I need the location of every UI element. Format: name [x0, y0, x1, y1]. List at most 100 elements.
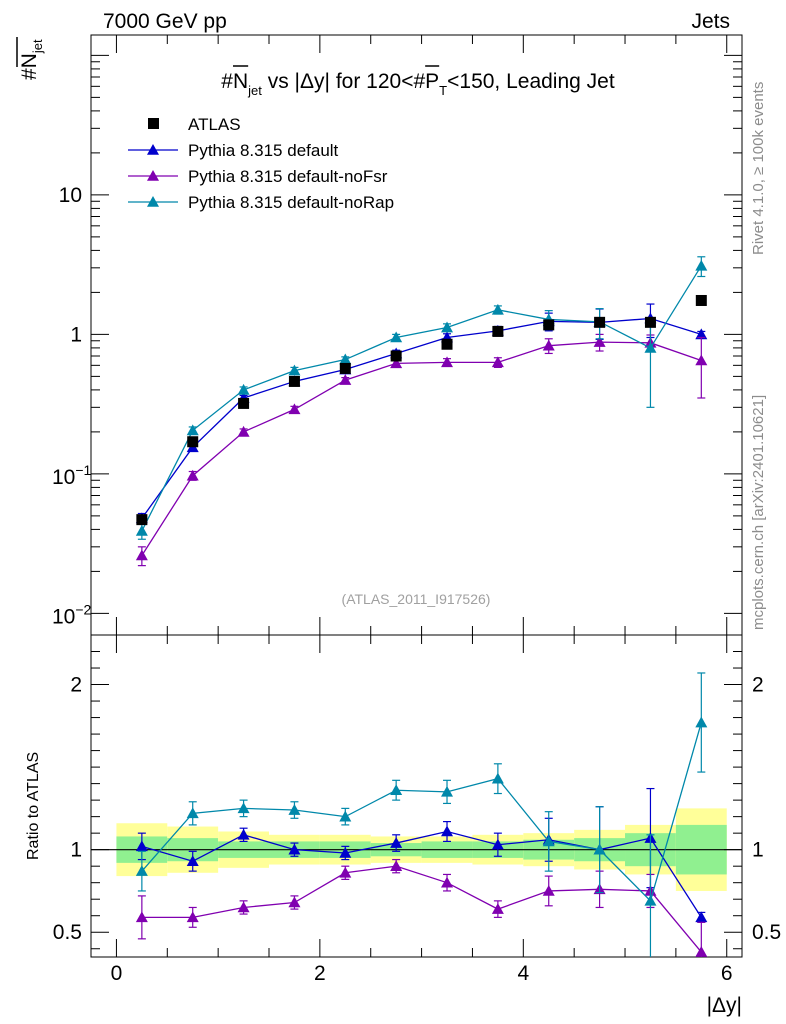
data-point: [390, 331, 403, 343]
reference-series: [136, 294, 707, 526]
data-point: [288, 403, 301, 415]
ratio-point: [186, 911, 199, 923]
data-point: [237, 425, 250, 437]
legend-marker: [147, 144, 159, 155]
ratio-point: [288, 804, 301, 815]
x-tick-label: 6: [721, 962, 733, 985]
ratio-series-2: [135, 858, 708, 957]
ratio-y-tick-label-right: 0.5: [752, 921, 781, 944]
ratio-point: [390, 784, 403, 796]
data-point: [542, 339, 555, 351]
data-point: [695, 259, 708, 271]
legend: ATLAS Pythia 8.315 default Pythia 8.315 de…: [128, 115, 394, 212]
reference-point: [441, 338, 453, 350]
ratio-point: [644, 894, 657, 906]
ratio-point: [339, 846, 352, 858]
series-3: [135, 256, 708, 540]
ratio-point: [135, 840, 148, 852]
data-point: [593, 336, 606, 347]
ratio-panel: 0.5 0.5 1 1 2 2: [53, 634, 781, 958]
ratio-point: [339, 810, 352, 822]
ratio-point: [288, 896, 301, 908]
category-label: Jets: [691, 10, 730, 33]
x-tick-label: 2: [314, 962, 326, 985]
ratio-point: [695, 911, 708, 923]
svg-text:#Njet: #Njet: [18, 39, 45, 80]
data-point: [339, 353, 352, 365]
series-line: [141, 317, 702, 519]
ratio-point: [542, 884, 555, 896]
ratio-axis-label: Ratio to ATLAS: [25, 752, 42, 860]
ratio-point: [491, 772, 504, 784]
series-2: [135, 333, 708, 567]
y-tick-label: 10: [59, 184, 82, 207]
reference-point: [288, 375, 300, 387]
ratio-point: [288, 843, 301, 855]
data-point: [390, 357, 403, 369]
ratio-point: [135, 911, 148, 923]
y-tick-label: 10−1: [52, 462, 92, 489]
legend-marker: [147, 170, 159, 181]
reference-point: [543, 319, 555, 331]
ratio-point: [695, 946, 708, 957]
reference-point: [644, 316, 656, 328]
ratio-point: [186, 807, 199, 819]
y-axis-label: #Njet: [16, 37, 45, 80]
reference-point: [136, 514, 148, 526]
legend-marker: [148, 118, 159, 129]
ratio-point: [237, 901, 250, 913]
energy-label: 7000 GeV pp: [103, 10, 227, 33]
ratio-point: [695, 716, 708, 728]
data-point: [695, 328, 708, 340]
reference-point: [390, 350, 402, 362]
ratio-line: [141, 830, 702, 918]
data-point: [288, 364, 301, 376]
data-point: [135, 524, 148, 536]
data-point: [135, 549, 148, 561]
data-point: [491, 303, 504, 315]
ratio-frame: [90, 634, 743, 958]
ratio-y-tick-label: 1: [70, 839, 82, 862]
ratio-point: [186, 855, 199, 867]
mcplots-label: mcplots.cern.ch [arXiv:2401.10621]: [750, 395, 767, 630]
series-1: [135, 303, 708, 525]
x-tick-label: 4: [517, 962, 529, 985]
y-tick-label: 10−2: [52, 601, 92, 628]
y-tick-label: 1: [70, 323, 82, 346]
ratio-y-tick-label: 0.5: [53, 921, 82, 944]
ratio-line: [141, 722, 702, 903]
data-point: [644, 341, 657, 353]
ratio-y-tick-label-right: 2: [752, 674, 764, 697]
main-panel: 10−2 10−1 1 10: [52, 34, 743, 636]
reference-point: [695, 294, 707, 306]
ratio-point: [237, 802, 250, 814]
ratio-point: [339, 866, 352, 878]
legend-label: Pythia 8.315 default-noFsr: [188, 167, 388, 186]
legend-label: Pythia 8.315 default: [188, 141, 339, 160]
ratio-y-tick-label: 2: [70, 674, 82, 697]
reference-point: [238, 397, 250, 409]
rivet-version-label: Rivet 4.1.0, ≥ 100k events: [750, 82, 767, 255]
reference-point: [187, 436, 199, 448]
data-point: [491, 356, 504, 368]
ratio-series-3: [135, 672, 708, 957]
reference-point: [594, 316, 606, 328]
plot-title: #Njet vs |Δy| for 120<#PT<150, Leading J…: [221, 65, 615, 98]
ratio-point: [593, 843, 606, 855]
ratio-point: [542, 835, 555, 847]
x-axis-label: |Δy|: [707, 994, 742, 1017]
x-tick-label: 0: [111, 962, 123, 985]
data-point: [339, 374, 352, 385]
legend-label: ATLAS: [188, 115, 241, 134]
ratio-point: [390, 860, 403, 871]
legend-label: Pythia 8.315 default-noRap: [188, 193, 394, 212]
ratio-point: [491, 838, 504, 850]
series-line: [141, 265, 702, 532]
series-line: [141, 341, 702, 556]
ratio-point: [390, 837, 403, 848]
data-point: [441, 356, 454, 368]
ratio-point: [237, 828, 250, 840]
ratio-point: [491, 903, 504, 914]
ratio-point: [441, 825, 454, 837]
